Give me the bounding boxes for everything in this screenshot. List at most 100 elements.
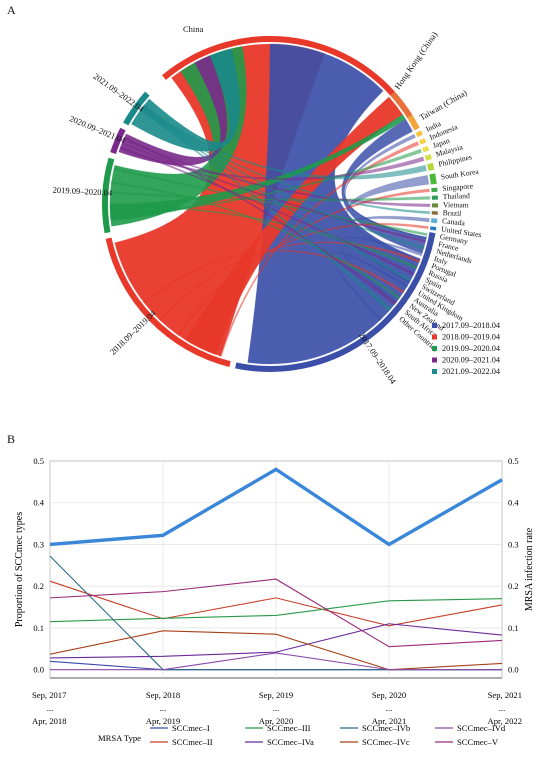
y-tick-left-0: 0.0 — [33, 665, 44, 675]
arc-vietnam — [431, 203, 438, 208]
line-chart: 0.0 0.0 0.1 0.1 0.2 0.2 0.3 0.3 0.4 0.4 0.5 0.5 Sep,… — [14, 456, 535, 747]
label-vietnam: Vietnam — [443, 200, 469, 209]
label-period-2021-09-2022-04: 2021.09–2022.04 — [92, 71, 147, 114]
y-axis-label-right: MRSA infection rate — [524, 527, 535, 611]
series-line-sccmec-iii — [49, 598, 503, 623]
x-tick-4-top: Sep, 2021 — [488, 690, 522, 700]
label-china: China — [183, 24, 204, 34]
ribbon-minor-4 — [142, 103, 428, 180]
arc-period-2020-09-2021-04 — [110, 127, 126, 154]
legend-title: MRSA Type — [98, 733, 141, 743]
label-italy: Italy — [433, 254, 449, 267]
arc-canada — [430, 218, 438, 224]
label-period-2018-09-2019-04: 2018.09–2019.04 — [108, 308, 158, 357]
y-tick-left-1: 0.1 — [33, 623, 44, 633]
arc-china — [162, 36, 395, 96]
series-line-sccmec-ivc — [49, 630, 503, 671]
ribbon-2021-china — [130, 48, 241, 152]
ribbon-minor-11 — [176, 222, 429, 337]
label-hong-kong-china: Hong Kong (China) — [392, 30, 439, 92]
ribbon-minor-15 — [338, 236, 423, 304]
ribbon-minor-1 — [219, 141, 420, 358]
label-brazil: Brazil — [443, 208, 462, 218]
x-tick-1-bottom: Apr, 2019 — [146, 716, 181, 726]
legend-label-2021-09-2022-04: 2021.09–2022.04 — [442, 367, 501, 376]
x-tick-3-top: Sep, 2020 — [372, 690, 406, 700]
ribbon-minor-7 — [109, 190, 431, 202]
arc-hong-kong-china — [390, 91, 413, 119]
legend-label-sccmec-ivd: SCCmec–IVd — [457, 723, 506, 733]
legend-label-sccmec-v: SCCmec–V — [457, 737, 499, 747]
legend-label-sccmec-iii: SCCmec–III — [267, 723, 311, 733]
arc-united-states — [429, 226, 437, 231]
label-singapore: Singapore — [442, 181, 474, 193]
arc-india — [415, 130, 423, 138]
arc-singapore — [431, 187, 438, 193]
series-line-sccmec-iva — [49, 623, 503, 659]
ribbon-2019-hongkong — [109, 113, 407, 222]
arc-indonesia — [419, 138, 427, 145]
ribbon-minor-10 — [344, 215, 430, 284]
legend-label-2017-09-2018-04: 2017.09–2018.04 — [442, 321, 501, 330]
legend-label-sccmec-ii: SCCmec–II — [172, 737, 213, 747]
x-tick-3-mid: ... — [386, 703, 392, 713]
arc-period-2019-09-2020-04 — [102, 157, 115, 234]
x-tick-2-bottom: Apr, 2020 — [259, 716, 294, 726]
ribbon-minor-16 — [158, 241, 421, 322]
x-tick-4-bottom: Apr, 2022 — [487, 716, 522, 726]
x-tick-1-top: Sep, 2018 — [146, 690, 180, 700]
arc-south-korea — [429, 173, 437, 185]
label-thailand: Thailand — [443, 191, 471, 201]
legend-swatch-2018-09-2019-04 — [432, 334, 437, 340]
legend-label-sccmec-iva: SCCmec–IVa — [267, 737, 314, 747]
series-line-sccmec-ivd — [50, 652, 502, 671]
ribbon-minor-18 — [119, 145, 415, 276]
arc-thailand — [431, 195, 438, 200]
y-axis-label-left: Proportion of SCCmec types — [14, 512, 25, 627]
y-tick-right-5: 0.5 — [508, 456, 519, 466]
y-tick-left-5: 0.5 — [33, 456, 44, 466]
y-tick-right-0: 0.0 — [508, 665, 519, 675]
x-tick-0-top: Sep, 2017 — [32, 690, 67, 700]
label-taiwan-china: Taiwan (China) — [418, 87, 469, 122]
y-tick-right-3: 0.3 — [508, 539, 519, 549]
label-south-korea: South Korea — [440, 167, 480, 182]
legend-swatch-2017-09-2018-04 — [432, 323, 437, 328]
legend-swatch-2019-09-2020-04 — [432, 346, 437, 351]
x-tick-2-mid: ... — [273, 703, 279, 713]
legend-swatch-2020-09-2021-04 — [432, 357, 437, 363]
arc-taiwan-china — [407, 114, 420, 131]
ribbon-minor-17 — [109, 204, 418, 270]
label-period-2019-09-2020-04: 2019.09–2020.04 — [52, 185, 113, 198]
legend-label-sccmec-ivb: SCCmec–IVb — [362, 723, 410, 733]
x-tick-1-mid: ... — [160, 703, 166, 713]
series-line-sccmec-v — [49, 578, 503, 648]
y-tick-left-2: 0.2 — [33, 581, 44, 591]
ribbon-minor-23 — [123, 136, 397, 306]
infection-rate-line — [49, 467, 503, 547]
x-tick-2-top: Sep, 2019 — [259, 690, 293, 700]
y-tick-right-1: 0.1 — [508, 623, 519, 633]
ribbon-minor-21 — [142, 249, 405, 304]
arc-japan — [422, 145, 430, 153]
ribbon-minor-13 — [121, 141, 427, 244]
panel-a-label: A — [7, 3, 16, 17]
arc-malaysia — [424, 154, 432, 161]
arc-brazil — [431, 211, 438, 215]
y-tick-left-4: 0.4 — [33, 498, 44, 508]
label-period-2017-09-2018-04: 2017.09–2018.04 — [357, 331, 399, 387]
legend-label-2019-09-2020-04: 2019.09–2020.04 — [442, 344, 501, 353]
y-tick-right-4: 0.4 — [508, 498, 519, 508]
legend-swatch-2021-09-2022-04 — [432, 369, 437, 374]
arc-period-2021-09-2022-04 — [123, 91, 150, 126]
x-tick-4-mid: ... — [499, 703, 505, 713]
ribbon-minor-22 — [110, 181, 401, 300]
panel-b-label: B — [7, 432, 16, 446]
ribbon-minor-14 — [141, 106, 425, 250]
legend-label-sccmec-i: SCCmec–I — [172, 723, 210, 733]
label-period-2020-09-2021-04: 2020.09–2021.04 — [68, 113, 127, 145]
x-tick-0-mid: ... — [47, 703, 53, 713]
legend-label-2018-09-2019-04: 2018.09–2019.04 — [442, 333, 501, 342]
label-canada: Canada — [442, 216, 466, 227]
